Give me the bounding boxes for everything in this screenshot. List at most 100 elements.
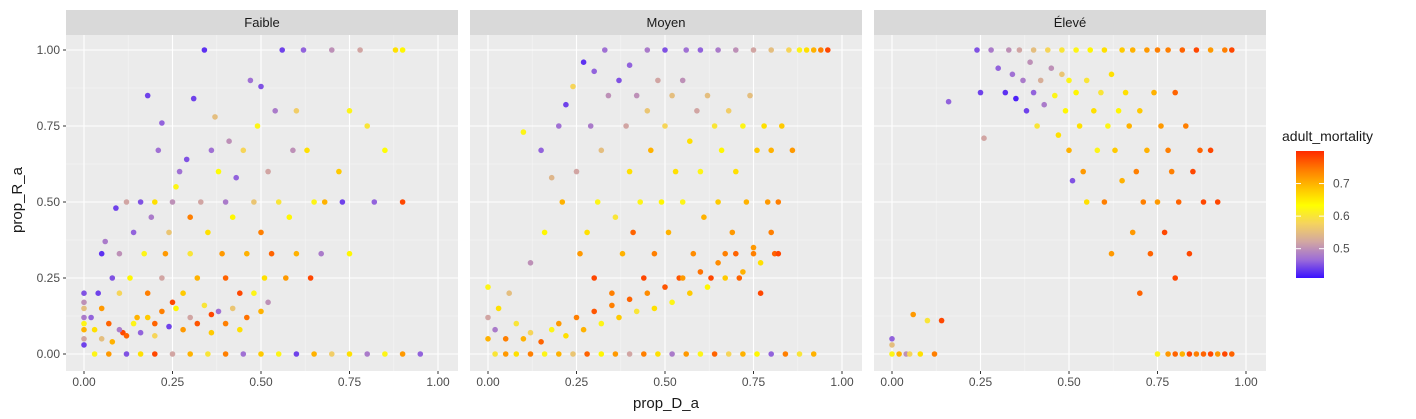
data-point [1200, 199, 1207, 205]
panel-background [66, 35, 458, 371]
data-point [563, 101, 569, 108]
data-point [906, 351, 913, 357]
data-point [626, 296, 633, 303]
data-point [502, 336, 509, 342]
data-point [98, 305, 105, 312]
data-point [662, 284, 668, 290]
data-point [1154, 47, 1161, 53]
data-point [782, 351, 789, 357]
data-point [222, 275, 229, 281]
data-point [679, 275, 686, 281]
data-point [485, 314, 491, 321]
data-point [1172, 275, 1178, 281]
x-tick-label: 0.75 [742, 375, 766, 389]
data-point [371, 199, 378, 205]
data-point [740, 123, 746, 129]
data-point [658, 199, 665, 205]
data-point [1154, 351, 1161, 357]
data-point [598, 147, 605, 154]
data-point [917, 351, 924, 357]
data-point [506, 290, 512, 297]
data-point [1073, 89, 1079, 96]
data-point [1016, 47, 1023, 53]
data-point [520, 336, 527, 342]
data-point [747, 92, 753, 99]
data-point [1119, 47, 1125, 53]
data-point [1066, 147, 1072, 154]
data-point [81, 299, 87, 306]
data-point [137, 199, 144, 205]
data-point [81, 336, 87, 342]
data-point [219, 250, 225, 257]
data-point [527, 260, 534, 266]
data-point [1002, 89, 1009, 96]
legend-tick-label: 0.5 [1333, 242, 1350, 256]
data-point [169, 351, 176, 357]
facet-panel-0: Faible 0.00 0.00 0.25 0.25 0.50 0.50 0.75 0.75 1.… [37, 10, 458, 389]
data-point [201, 47, 208, 53]
data-point [346, 250, 353, 257]
data-point [612, 351, 619, 357]
data-point [687, 290, 693, 297]
data-point [293, 250, 300, 257]
data-point [729, 229, 736, 236]
data-point [237, 290, 243, 297]
data-point [694, 108, 700, 114]
data-point [258, 83, 264, 90]
data-point [244, 314, 250, 321]
data-point [559, 199, 566, 205]
data-point [81, 290, 87, 297]
data-point [662, 47, 668, 53]
legend-ticks: 0.5 0.6 0.7 [1296, 177, 1350, 256]
data-point [176, 168, 183, 175]
data-point [1059, 71, 1065, 78]
data-point [644, 47, 651, 53]
data-point [669, 92, 675, 99]
data-point [134, 314, 140, 321]
data-point [194, 320, 201, 327]
data-point [633, 308, 640, 315]
data-point [283, 275, 289, 281]
data-point [633, 92, 640, 99]
data-point [938, 317, 945, 324]
data-point [701, 214, 707, 220]
data-point [159, 120, 165, 126]
data-point [1105, 123, 1111, 129]
data-point [304, 147, 310, 154]
data-point [109, 339, 116, 345]
data-point [803, 47, 810, 53]
data-point [215, 168, 222, 175]
data-point [1108, 250, 1115, 257]
data-point [201, 302, 208, 309]
data-point [1137, 108, 1143, 114]
data-point [130, 229, 137, 236]
data-point [1073, 47, 1079, 53]
data-point [1027, 59, 1033, 65]
data-point [130, 320, 137, 327]
data-point [1147, 250, 1154, 257]
data-point [679, 199, 686, 205]
data-point [591, 68, 597, 75]
data-point [754, 351, 760, 357]
data-point [651, 305, 658, 312]
data-point [1048, 65, 1055, 71]
data-point [591, 275, 597, 281]
data-point [1172, 89, 1178, 96]
data-point [208, 329, 215, 336]
data-point [768, 229, 774, 236]
data-point [683, 47, 689, 53]
data-point [233, 174, 239, 181]
data-point [594, 199, 601, 205]
legend-tick-label: 0.6 [1333, 209, 1350, 223]
data-point [275, 199, 282, 205]
data-point [1172, 351, 1178, 357]
data-point [198, 199, 204, 205]
data-point [1080, 168, 1086, 175]
data-point [1179, 351, 1186, 357]
facet-strip [66, 10, 458, 35]
data-point [1175, 199, 1182, 205]
data-point [1200, 351, 1207, 357]
data-point [896, 351, 902, 357]
data-point [1165, 147, 1171, 154]
data-point [127, 275, 133, 281]
